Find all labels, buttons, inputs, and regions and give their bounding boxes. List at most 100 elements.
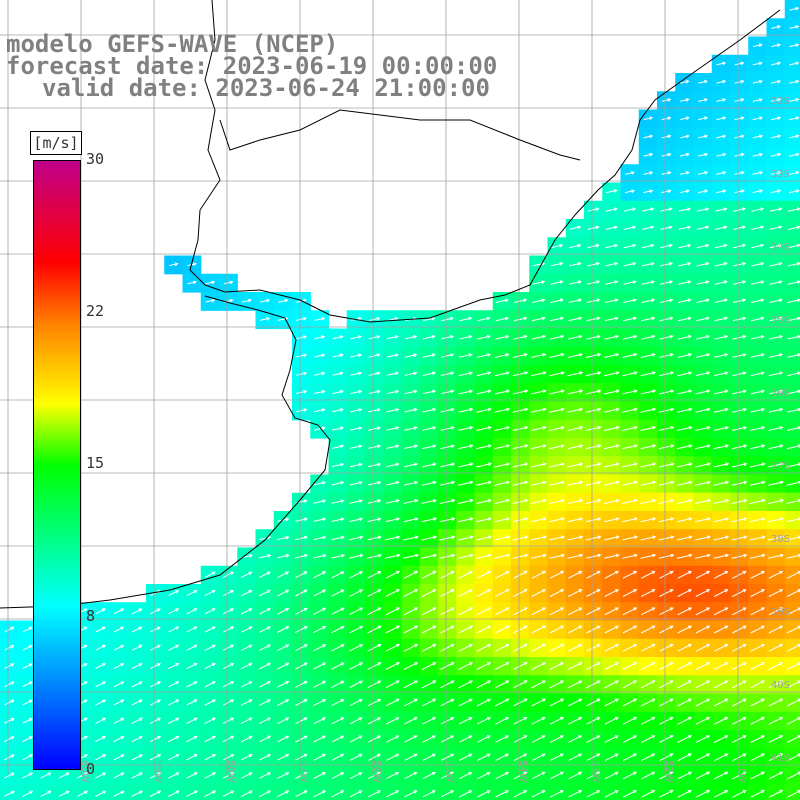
latitude-label: 40S [771, 680, 790, 691]
wind-arrow [458, 735, 473, 743]
wind-arrow [786, 716, 800, 725]
wind-arrow [713, 553, 730, 559]
wind-arrow [549, 389, 565, 395]
wind-arrow [622, 535, 638, 541]
wind-arrow [622, 680, 638, 689]
wind-arrow [530, 535, 547, 541]
wind-arrow [403, 570, 419, 579]
wind-arrow [457, 517, 474, 523]
wind-arrow [403, 607, 419, 616]
wind-arrow [240, 626, 253, 633]
wind-arrow [549, 498, 565, 504]
wind-arrow [677, 371, 693, 377]
wind-arrow [422, 735, 436, 743]
wind-arrow [95, 608, 106, 615]
wind-arrow [550, 790, 564, 798]
wind-arrow [204, 754, 217, 761]
wind-arrow [604, 698, 620, 707]
wind-arrow [695, 607, 711, 616]
wind-arrow [476, 680, 492, 689]
wind-arrow [204, 608, 216, 615]
wind-arrow [714, 243, 728, 249]
wind-arrow [659, 607, 674, 616]
wind-arrow [568, 753, 583, 762]
wind-arrow [95, 772, 107, 779]
wind-arrow [658, 553, 675, 559]
wind-arrow [168, 644, 180, 651]
wind-arrow [641, 735, 656, 743]
wind-arrow [659, 334, 674, 340]
wind-arrow [76, 790, 89, 797]
wind-arrow [678, 262, 692, 267]
wind-arrow [603, 462, 620, 468]
wind-arrow [750, 698, 766, 707]
border-path [219, 109, 581, 161]
wind-arrow [713, 517, 730, 523]
wind-arrow [277, 790, 290, 798]
wind-arrow [313, 662, 327, 670]
wind-arrow [367, 535, 382, 541]
wind-arrow [770, 171, 782, 175]
wind-arrow [513, 680, 528, 689]
wind-arrow [750, 444, 766, 450]
wind-arrow [642, 225, 655, 230]
wind-arrow [295, 626, 308, 634]
wind-arrow [658, 425, 675, 431]
wind-arrow [494, 480, 511, 486]
wind-arrow [658, 480, 675, 486]
wind-arrow [204, 790, 217, 798]
wind-arrow [567, 389, 584, 395]
wind-arrow [585, 517, 602, 523]
wind-arrow [733, 225, 746, 230]
wind-arrow [695, 643, 711, 652]
wind-arrow [404, 717, 418, 725]
forecast-date: forecast date: 2023-06-19 00:00:00 [6, 52, 498, 80]
wind-arrow [222, 754, 235, 761]
wind-arrow [622, 444, 638, 450]
wind-arrow [440, 698, 455, 707]
wind-arrow [439, 480, 456, 486]
wind-arrow [422, 772, 436, 780]
wind-arrow [385, 662, 400, 670]
wind-arrow [549, 425, 565, 431]
wind-arrow [732, 280, 747, 285]
coastline [0, 0, 781, 609]
wind-arrow [314, 389, 326, 394]
wind-arrow [567, 462, 584, 468]
wind-arrow [476, 353, 492, 358]
wind-cell [365, 784, 384, 800]
wind-arrow [676, 480, 693, 486]
wind-arrow [476, 717, 492, 725]
wind-arrow [567, 517, 584, 523]
wind-cell [237, 784, 257, 800]
wind-arrow [458, 790, 473, 798]
wind-arrow [404, 698, 418, 707]
wind-arrow [149, 772, 162, 779]
wind-arrow [787, 280, 800, 285]
wind-arrow [4, 626, 15, 633]
wind-arrow [549, 607, 565, 616]
wind-arrow [549, 407, 565, 413]
wind-arrow [367, 644, 382, 652]
wind-arrow [240, 608, 253, 615]
wind-arrow [205, 280, 216, 285]
latitude-label: 34S [771, 242, 790, 253]
wind-arrow [768, 498, 784, 504]
wind-arrow [403, 625, 419, 634]
wind-arrow [643, 116, 654, 121]
wind-arrow [477, 316, 491, 322]
wind-cell [693, 784, 713, 800]
wind-arrow [752, 61, 763, 66]
wind-arrow [131, 736, 143, 743]
wind-arrow [168, 663, 180, 670]
wind-arrow [440, 643, 455, 652]
wind-arrow [367, 753, 381, 761]
wind-arrow [131, 790, 144, 797]
wind-arrow [95, 644, 107, 651]
wind-arrow [494, 698, 510, 707]
wind-arrow [716, 152, 727, 157]
wind-arrow [531, 771, 546, 780]
wind-arrow [641, 771, 656, 780]
wind-arrow [769, 243, 783, 249]
wind-arrow [585, 498, 602, 504]
